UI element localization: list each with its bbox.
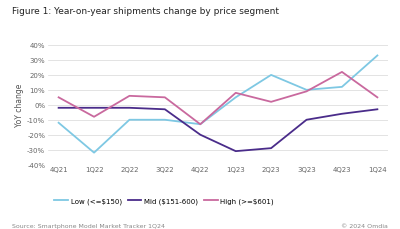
Mid ($151-600) (56, 107, 61, 110)
Low (<=$150) (162, 119, 167, 122)
High (>=$601) (198, 123, 203, 126)
Mid ($151-600) (375, 108, 380, 111)
Text: © 2024 Omdia: © 2024 Omdia (341, 223, 388, 228)
Low (<=$150) (304, 89, 309, 92)
Low (<=$150) (56, 122, 61, 125)
Mid ($151-600) (92, 107, 96, 110)
Line: Low (<=$150): Low (<=$150) (59, 56, 377, 153)
Mid ($151-600) (340, 113, 344, 116)
High (>=$601) (56, 97, 61, 99)
High (>=$601) (92, 116, 96, 119)
High (>=$601) (269, 101, 274, 104)
Low (<=$150) (233, 97, 238, 99)
Low (<=$150) (198, 123, 203, 126)
Line: High (>=$601): High (>=$601) (59, 73, 377, 125)
Legend: Low (<=$150), Mid ($151-600), High (>=$601): Low (<=$150), Mid ($151-600), High (>=$6… (52, 194, 277, 207)
Mid ($151-600) (162, 108, 167, 111)
Text: Figure 1: Year-on-year shipments change by price segment: Figure 1: Year-on-year shipments change … (12, 7, 279, 16)
High (>=$601) (233, 92, 238, 95)
Mid ($151-600) (304, 119, 309, 122)
Mid ($151-600) (233, 150, 238, 153)
High (>=$601) (127, 95, 132, 98)
Text: Source: Smartphone Model Market Tracker 1Q24: Source: Smartphone Model Market Tracker … (12, 223, 165, 228)
High (>=$601) (375, 97, 380, 99)
High (>=$601) (340, 71, 344, 74)
High (>=$601) (162, 97, 167, 99)
Low (<=$150) (269, 74, 274, 77)
Mid ($151-600) (198, 134, 203, 136)
Low (<=$150) (375, 55, 380, 57)
Low (<=$150) (127, 119, 132, 122)
Line: Mid ($151-600): Mid ($151-600) (59, 108, 377, 152)
Mid ($151-600) (269, 147, 274, 150)
Y-axis label: YoY change: YoY change (15, 84, 24, 127)
High (>=$601) (304, 90, 309, 93)
Low (<=$150) (340, 86, 344, 89)
Mid ($151-600) (127, 107, 132, 110)
Low (<=$150) (92, 152, 96, 154)
